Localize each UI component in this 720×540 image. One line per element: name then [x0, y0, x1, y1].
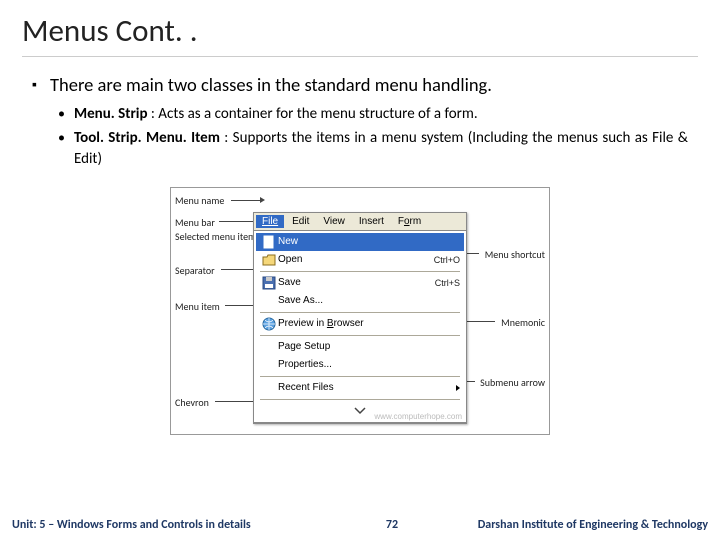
arrow	[231, 200, 261, 201]
separator	[260, 335, 460, 336]
footer: Unit: 5 – Windows Forms and Controls in …	[0, 510, 720, 540]
submenu-arrow-icon	[456, 385, 460, 391]
item-0: Menu. Strip : Acts as a container for th…	[74, 104, 688, 124]
watermark: www.computerhope.com	[374, 412, 462, 421]
menu-item-label: Save	[278, 277, 435, 288]
ann-menu-item: Menu item	[175, 300, 220, 313]
menu-item-label: Page Setup	[278, 341, 460, 352]
item-0-rest: : Acts as a container for the menu struc…	[148, 105, 478, 123]
bullet-lvl2-1: • Tool. Strip. Menu. Item : Supports the…	[58, 128, 688, 169]
folder-icon	[260, 253, 278, 267]
menu-item-save[interactable]: SaveCtrl+S	[256, 274, 464, 292]
bullet-square: ▪	[32, 73, 50, 93]
ann-shortcut: Menu shortcut	[485, 248, 545, 261]
bullet-dot: •	[58, 104, 74, 124]
dropdown: New OpenCtrl+O SaveCtrl+S Save As... Preview…	[253, 230, 467, 423]
menu-item-open[interactable]: OpenCtrl+O	[256, 251, 464, 269]
page-number: 72	[360, 518, 424, 532]
ann-chevron: Chevron	[175, 396, 209, 409]
menu-mock: File Edit View Insert Form New OpenCtrl+O…	[253, 212, 467, 424]
arrow	[219, 221, 255, 222]
bullet-dot: •	[58, 128, 74, 148]
menubar-insert[interactable]: Insert	[353, 215, 390, 228]
menu-item-recent-files[interactable]: Recent Files	[256, 379, 464, 397]
separator	[260, 312, 460, 313]
globe-icon	[260, 317, 278, 331]
menubar-view[interactable]: View	[317, 215, 351, 228]
intro-text: There are main two classes in the standa…	[50, 73, 492, 96]
ann-mnemonic: Mnemonic	[501, 316, 545, 329]
menu-item-save-as-[interactable]: Save As...	[256, 292, 464, 310]
menu-item-label: Preview in Browser	[278, 318, 460, 329]
separator	[260, 271, 460, 272]
bullet-lvl2-0: • Menu. Strip : Acts as a container for …	[58, 104, 688, 124]
ann-separator: Separator	[175, 264, 215, 277]
separator	[260, 399, 460, 400]
file-new-icon	[260, 235, 278, 249]
ann-selected: Selected menu item	[175, 230, 256, 243]
footer-left: Unit: 5 – Windows Forms and Controls in …	[0, 518, 360, 532]
ann-menu-name: Menu name	[175, 194, 224, 207]
page-title: Menus Cont. .	[22, 12, 698, 57]
menu-item-page-setup[interactable]: Page Setup	[256, 338, 464, 356]
separator	[260, 376, 460, 377]
menubar-form[interactable]: Form	[392, 215, 427, 228]
menu-item-new[interactable]: New	[256, 233, 464, 251]
footer-right: Darshan Institute of Engineering & Techn…	[424, 518, 720, 532]
menu-item-label: Recent Files	[278, 382, 456, 393]
shortcut-label: Ctrl+O	[434, 255, 460, 265]
menubar-file[interactable]: File	[256, 215, 284, 228]
ann-submenu: Submenu arrow	[480, 376, 545, 389]
item-0-bold: Menu. Strip	[74, 105, 148, 123]
body: ▪ There are main two classes in the stan…	[22, 57, 698, 435]
menubar-file-text: File	[262, 216, 278, 227]
item-1: Tool. Strip. Menu. Item : Supports the i…	[74, 128, 688, 169]
ann-menu-bar: Menu bar	[175, 216, 215, 229]
menu-item-label: New	[278, 236, 460, 247]
bullet-lvl1: ▪ There are main two classes in the stan…	[32, 73, 688, 96]
slide: Menus Cont. . ▪ There are main two class…	[0, 0, 720, 540]
menu-item-preview-in-browser[interactable]: Preview in Browser	[256, 315, 464, 333]
chevron-icon	[354, 407, 366, 415]
shortcut-label: Ctrl+S	[435, 278, 460, 288]
menu-item-label: Open	[278, 254, 434, 265]
menu-item-properties-[interactable]: Properties...	[256, 356, 464, 374]
item-1-bold: Tool. Strip. Menu. Item	[74, 129, 220, 147]
menubar-edit[interactable]: Edit	[286, 215, 315, 228]
disk-icon	[260, 276, 278, 290]
menu-diagram: Menu name Menu bar Selected menu item Se…	[170, 187, 550, 435]
menu-item-label: Save As...	[278, 295, 460, 306]
menubar: File Edit View Insert Form	[254, 213, 466, 231]
menu-item-label: Properties...	[278, 359, 460, 370]
